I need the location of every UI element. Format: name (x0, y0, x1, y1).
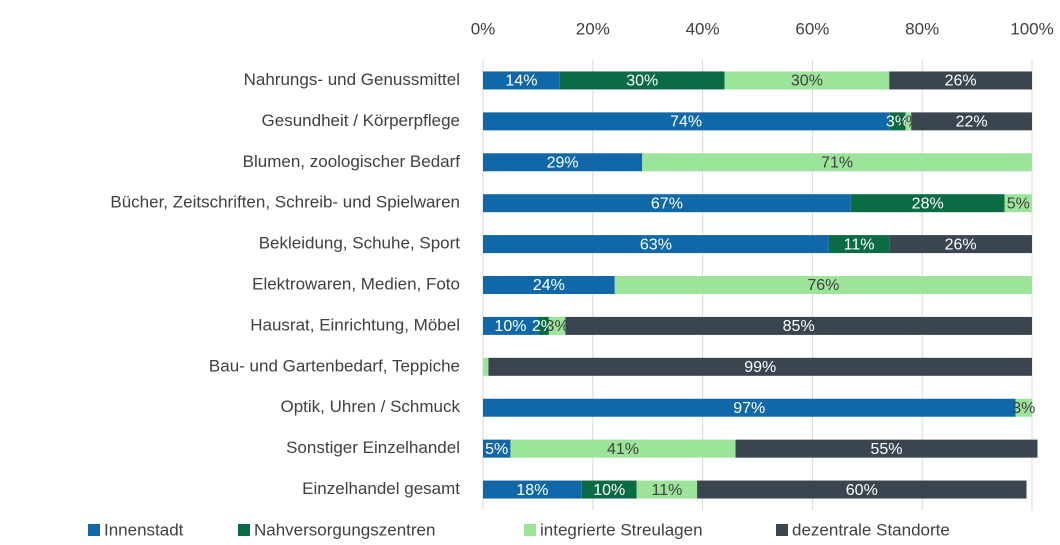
data-label: 5% (485, 441, 508, 458)
data-label: 11% (651, 482, 682, 499)
data-label: 76% (807, 277, 839, 294)
data-label: 28% (912, 195, 944, 212)
legend-swatch (524, 524, 536, 536)
data-label: 60% (846, 482, 878, 499)
bar-segment (483, 112, 890, 131)
y-tick-label: Bücher, Zeitschriften, Schreib- und Spie… (110, 193, 460, 212)
y-tick-label: Bekleidung, Schuhe, Sport (259, 234, 461, 253)
x-tick-label: 100% (1010, 19, 1053, 38)
data-label: 41% (607, 441, 639, 458)
x-tick-label: 80% (905, 19, 939, 38)
bar-segment (483, 480, 582, 499)
bar-segment (483, 235, 829, 254)
bar-segment (483, 439, 511, 458)
bar-segment (483, 153, 643, 172)
y-tick-label: Nahrungs- und Genussmittel (244, 70, 460, 89)
bar-segment (483, 316, 538, 335)
x-tick-label: 40% (686, 19, 720, 38)
legend-swatch (776, 524, 788, 536)
legend-swatch (88, 524, 100, 536)
data-label: 26% (945, 236, 977, 253)
bar-segment (483, 276, 615, 294)
bar-segment (735, 439, 1038, 458)
x-tick-label: 60% (795, 19, 829, 38)
data-label: 5% (1007, 195, 1030, 212)
bar-segment (911, 112, 1032, 131)
bar-segment (1015, 398, 1032, 417)
data-label: 3% (1012, 400, 1035, 417)
bar-segment (636, 480, 698, 499)
y-tick-label: Elektrowaren, Medien, Foto (252, 274, 460, 293)
bar-segment (828, 235, 890, 254)
data-label: 85% (783, 318, 815, 335)
bar-segment (488, 357, 1032, 376)
bar-segment (483, 71, 560, 90)
x-tick-label: 0% (471, 19, 496, 38)
data-label: 18% (516, 482, 548, 499)
bar-segment (724, 71, 890, 90)
bar-segment (905, 112, 912, 131)
data-label: 14% (505, 73, 537, 90)
data-label: 3% (886, 114, 909, 131)
data-label: 30% (626, 73, 658, 90)
y-tick-label: Sonstiger Einzelhandel (286, 438, 460, 457)
y-tick-label: Gesundheit / Körperpflege (262, 111, 460, 130)
data-label: 10% (494, 318, 526, 335)
bar-segment (483, 398, 1016, 417)
legend-swatch (238, 524, 250, 536)
x-tick-label: 20% (576, 19, 610, 38)
data-label: 3% (546, 318, 569, 335)
bar-segment (565, 316, 1032, 335)
y-tick-label: Blumen, zoologischer Bedarf (243, 152, 461, 171)
data-label: 24% (533, 277, 565, 294)
data-label: 55% (870, 441, 902, 458)
y-tick-label: Optik, Uhren / Schmuck (280, 397, 460, 416)
data-label: 99% (744, 359, 776, 376)
y-tick-label: Bau- und Gartenbedarf, Teppiche (209, 356, 460, 375)
data-label: 67% (651, 195, 683, 212)
data-label: 97% (733, 400, 765, 417)
bar-segment (510, 439, 736, 458)
bar-segment (697, 480, 1027, 499)
data-label: 22% (956, 114, 988, 131)
bar-segment (483, 357, 489, 376)
y-tick-label: Hausrat, Einrichtung, Möbel (250, 315, 460, 334)
data-label: 10% (593, 482, 625, 499)
bar-segment (1004, 194, 1032, 213)
bar-segment (889, 71, 1032, 90)
bar-segment (889, 235, 1032, 254)
bar-segment (642, 153, 1032, 172)
bar-segment (548, 316, 566, 335)
bar-segment (483, 194, 851, 213)
bar-segment (889, 112, 906, 131)
bar-segment (559, 71, 725, 90)
legend-label: Nahversorgungszentren (254, 520, 435, 539)
data-label: 63% (640, 236, 672, 253)
bar-segment (537, 316, 549, 335)
data-label: 29% (547, 154, 579, 171)
legend-label: Innenstadt (104, 520, 184, 539)
bar-segment (614, 276, 1032, 294)
data-label: 11% (844, 236, 875, 253)
bar-segment (581, 480, 637, 499)
data-label: 30% (791, 73, 823, 90)
data-label: 74% (670, 114, 702, 131)
legend-label: integrierte Streulagen (540, 520, 703, 539)
data-label: 26% (945, 73, 977, 90)
bar-segment (850, 194, 1005, 213)
legend-label: dezentrale Standorte (792, 520, 950, 539)
y-tick-label: Einzelhandel gesamt (302, 479, 460, 498)
data-label: 71% (821, 154, 853, 171)
